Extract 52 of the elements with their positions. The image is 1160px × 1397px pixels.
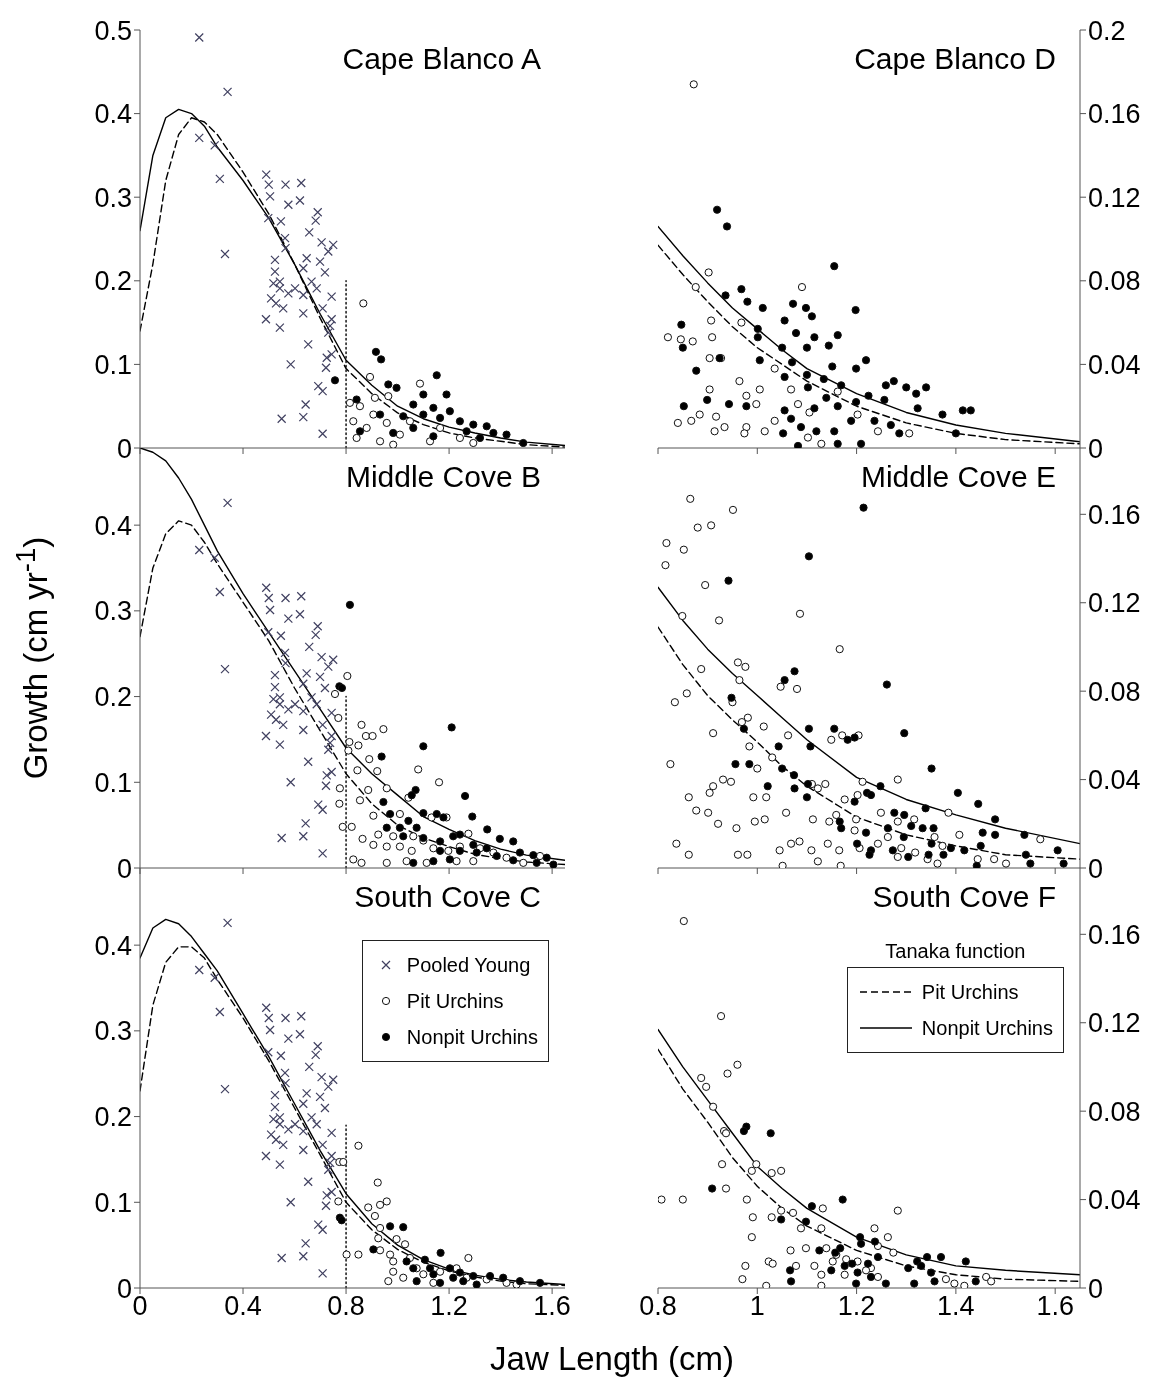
y-tick-label: 0.1 (94, 767, 132, 798)
y-tick-label: 0.3 (94, 1016, 132, 1047)
y2-tick-label: 0.16 (1088, 99, 1141, 130)
legend-label: Nonpit Urchins (406, 1025, 538, 1049)
chart-title: Cape Blanco D (854, 42, 1056, 76)
x-tick-label: 0.8 (639, 1291, 677, 1322)
y2-tick-label: 0 (1088, 433, 1104, 464)
y-tick-label: 0 (116, 433, 132, 464)
x-tick-label: 1.2 (837, 1291, 876, 1322)
y-tick-label: 0.2 (94, 682, 132, 713)
x-tick-label: 0.8 (327, 1291, 365, 1322)
y2-tick-label: 0.04 (1088, 349, 1141, 380)
y-tick-label: 0 (116, 853, 132, 884)
x-tick-label: 1.4 (937, 1291, 975, 1322)
y2-tick-label: 0.08 (1088, 266, 1141, 297)
x-tick-label: 1.2 (430, 1291, 468, 1322)
y-tick-label: 0.2 (94, 1102, 132, 1133)
x-tick-label: 1 (749, 1291, 765, 1322)
y2-tick-label: 0.04 (1088, 1185, 1141, 1216)
legend-label: Nonpit Urchins (921, 1016, 1053, 1040)
chart-title: Cape Blanco A (342, 42, 541, 76)
y-tick-label: 0.1 (94, 349, 132, 380)
y-tick-label: 0.2 (94, 266, 132, 297)
chart-title: South Cove F (872, 880, 1056, 914)
y2-tick-label: 0.04 (1088, 765, 1141, 796)
y2-tick-label: 0.08 (1088, 676, 1141, 707)
y-tick-label: 0.3 (94, 596, 132, 627)
y2-tick-label: 0.12 (1088, 588, 1141, 619)
x-tick-label: 1.6 (1036, 1291, 1074, 1322)
y2-tick-label: 0 (1088, 853, 1104, 884)
x-axis-title: Jaw Length (cm) (490, 1340, 734, 1378)
y2-tick-label: 0.12 (1088, 1008, 1141, 1039)
y2-tick-label: 0.16 (1088, 499, 1141, 530)
chart-title: Middle Cove E (860, 460, 1056, 494)
y2-tick-label: 0.12 (1088, 182, 1141, 213)
x-tick-label: 0.4 (224, 1291, 262, 1322)
y-tick-label: 0.4 (94, 99, 132, 130)
legend-label: Pooled Young (406, 953, 531, 977)
y2-tick-label: 0.16 (1088, 919, 1141, 950)
y-tick-label: 0.5 (94, 15, 132, 46)
y-tick-label: 0.3 (94, 182, 132, 213)
legend-label: Pit Urchins (406, 989, 504, 1013)
x-tick-label: 1.6 (533, 1291, 571, 1322)
y-tick-label: 0.1 (94, 1187, 132, 1218)
y-tick-label: 0.4 (94, 510, 132, 541)
legend-label: Pit Urchins (921, 980, 1019, 1004)
chart-title: Middle Cove B (345, 460, 541, 494)
y-tick-label: 0.4 (94, 930, 132, 961)
y2-tick-label: 0.08 (1088, 1096, 1141, 1127)
y2-tick-label: 0.2 (1088, 15, 1126, 46)
chart-title: South Cove C (354, 880, 541, 914)
legend-title: Tanaka function (885, 940, 1026, 963)
